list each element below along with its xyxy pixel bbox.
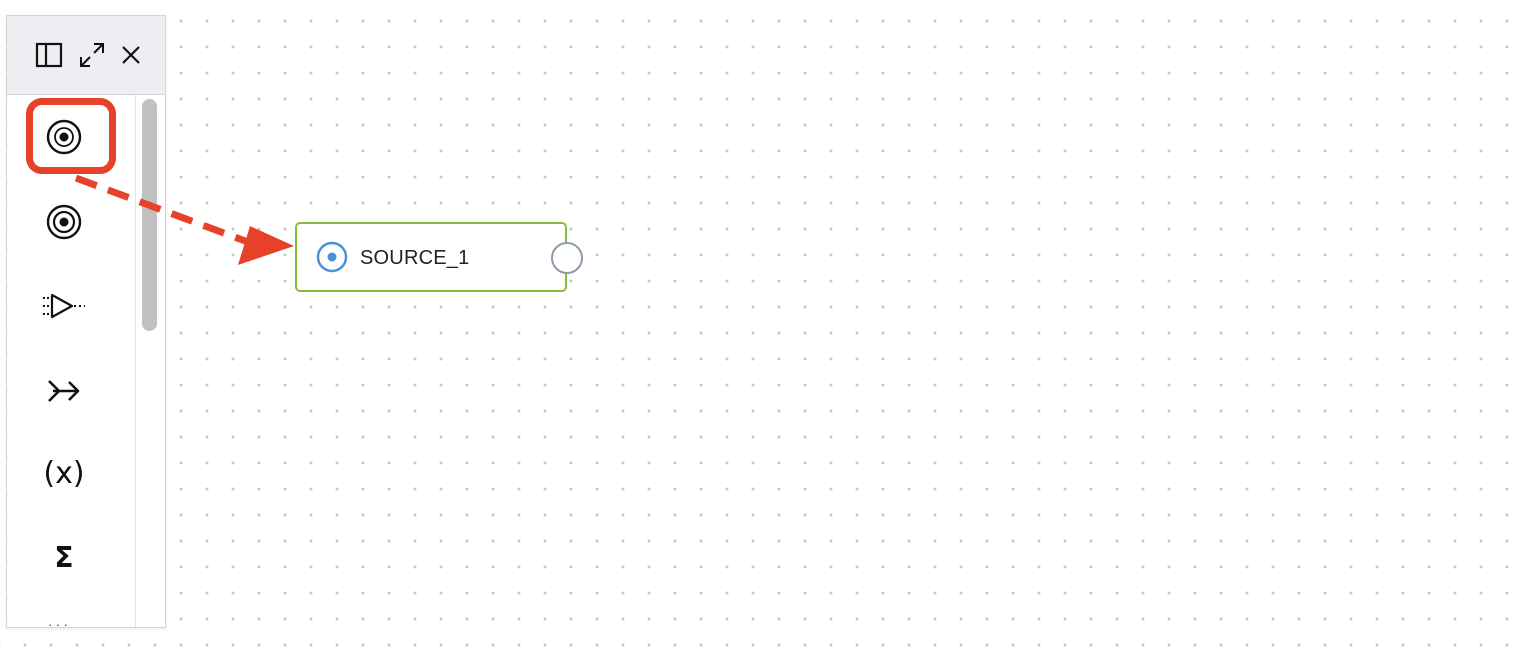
palette-scrollbar-thumb[interactable]: [142, 99, 157, 331]
sum-sigma-icon[interactable]: Σ: [34, 528, 94, 588]
expand-arrows-icon[interactable]: [77, 40, 107, 70]
more-tools-indicator: ···: [48, 616, 71, 632]
sidebar-panel-icon[interactable]: [34, 40, 64, 70]
source-node-label: SOURCE_1: [360, 247, 470, 269]
output-port-circle-icon[interactable]: [550, 241, 584, 275]
palette-tool-list: [7, 95, 136, 627]
target-rings-icon[interactable]: [34, 192, 94, 252]
source-target-icon: [316, 241, 348, 273]
sum-sigma-label: Σ: [54, 541, 74, 574]
variable-x-label: (x): [43, 456, 85, 491]
variable-x-icon[interactable]: (x): [34, 444, 94, 504]
source-node[interactable]: SOURCE_1: [295, 222, 567, 292]
merge-arrow-icon[interactable]: [34, 361, 94, 421]
close-icon[interactable]: [116, 40, 146, 70]
source-target-icon[interactable]: [34, 107, 94, 167]
filter-funnel-icon[interactable]: [34, 276, 94, 336]
palette-header: [7, 16, 165, 95]
